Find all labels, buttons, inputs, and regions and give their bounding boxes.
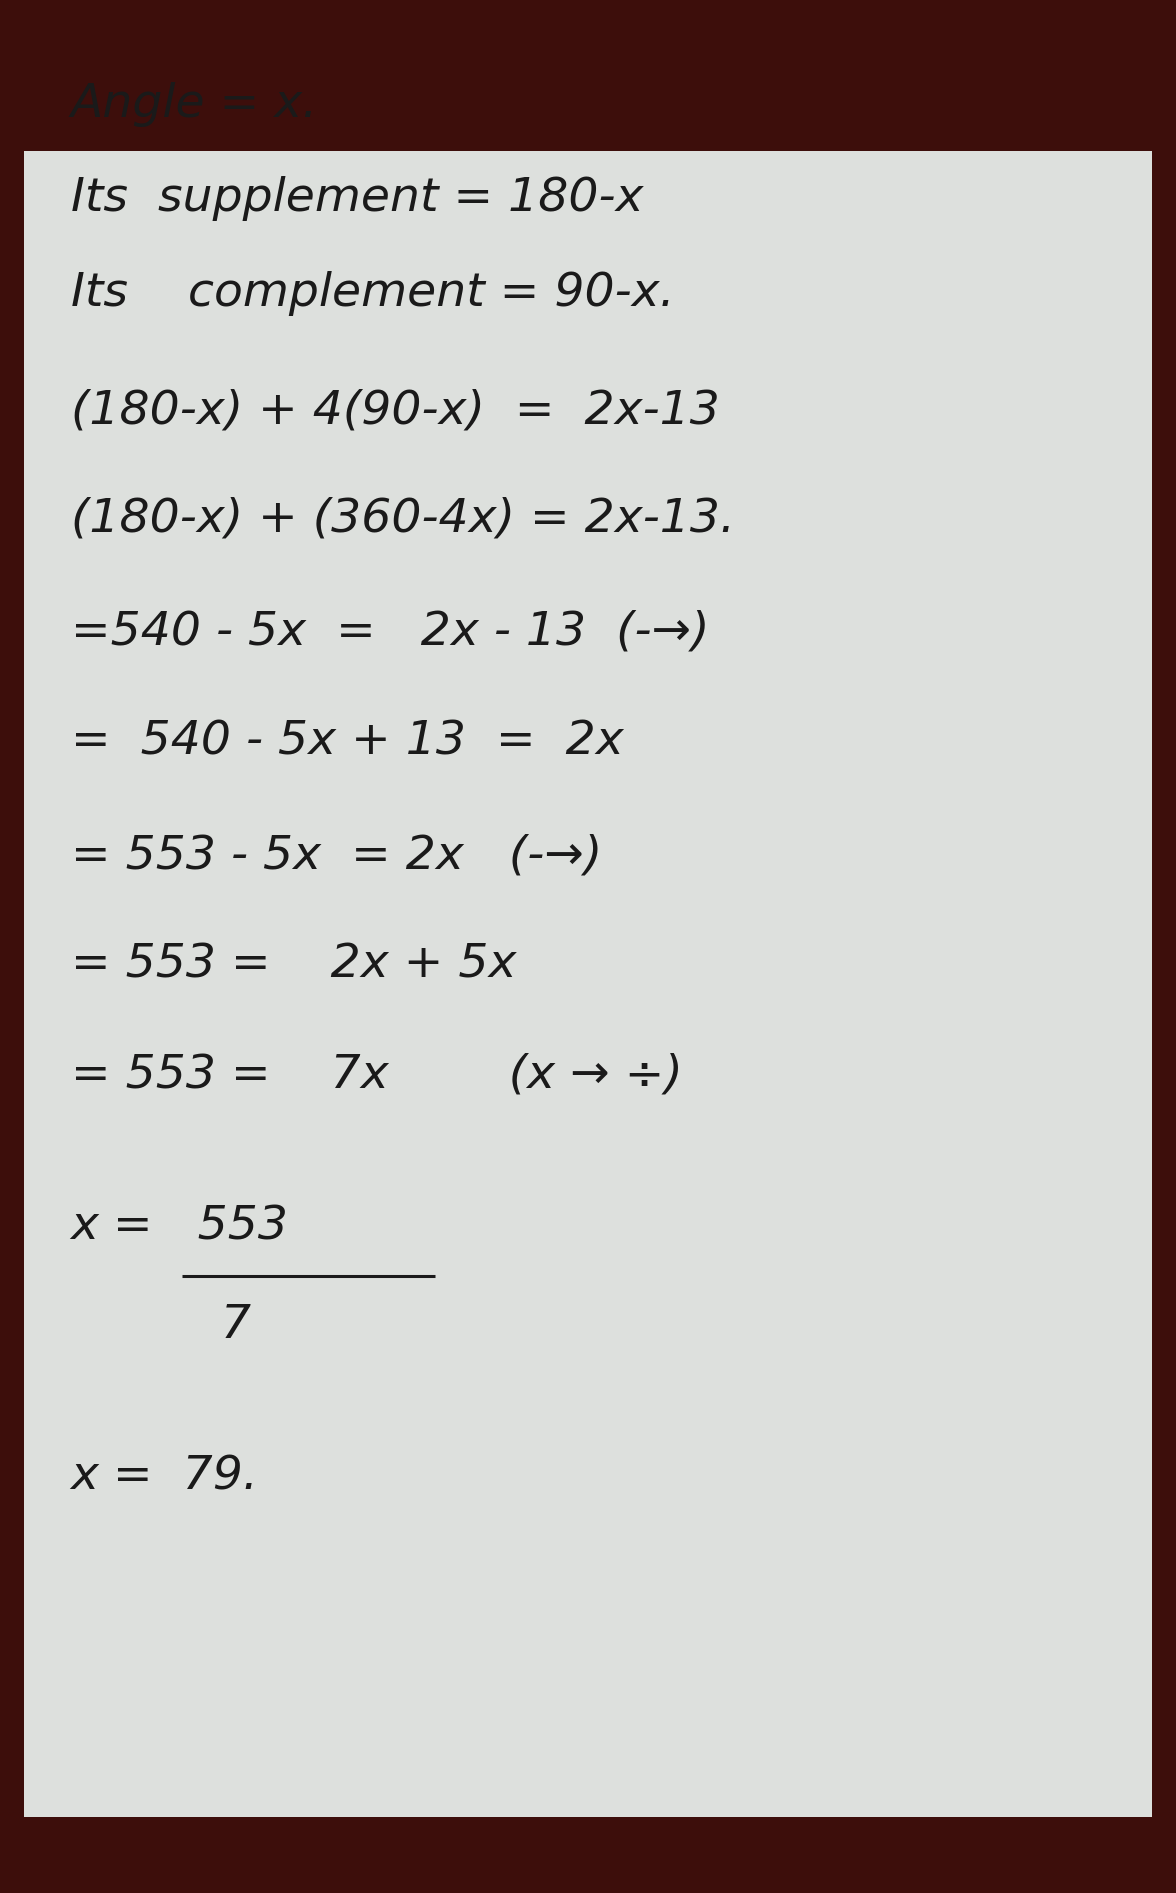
Text: (180-x) + (360-4x) = 2x-13.: (180-x) + (360-4x) = 2x-13. [71,496,735,541]
Text: Its  supplement = 180-x: Its supplement = 180-x [71,176,643,221]
Text: x =  79.: x = 79. [71,1454,259,1499]
Text: 7: 7 [71,1302,250,1348]
Text: =  540 - 5x + 13  =  2x: = 540 - 5x + 13 = 2x [71,719,623,765]
Text: = 553 =    7x        (x → ÷): = 553 = 7x (x → ÷) [71,1053,682,1098]
Text: (180-x) + 4(90-x)  =  2x-13: (180-x) + 4(90-x) = 2x-13 [71,388,720,433]
Text: =540 - 5x  =   2x - 13  (-→): =540 - 5x = 2x - 13 (-→) [71,610,709,655]
Text: x =   553: x = 553 [71,1204,288,1249]
Text: = 553 - 5x  = 2x   (-→): = 553 - 5x = 2x (-→) [71,833,602,878]
Text: = 553 =    2x + 5x: = 553 = 2x + 5x [71,943,516,988]
Text: Its    complement = 90-x.: Its complement = 90-x. [71,271,674,316]
Text: Angle = x.: Angle = x. [71,81,318,127]
Bar [24,151,1152,1817]
